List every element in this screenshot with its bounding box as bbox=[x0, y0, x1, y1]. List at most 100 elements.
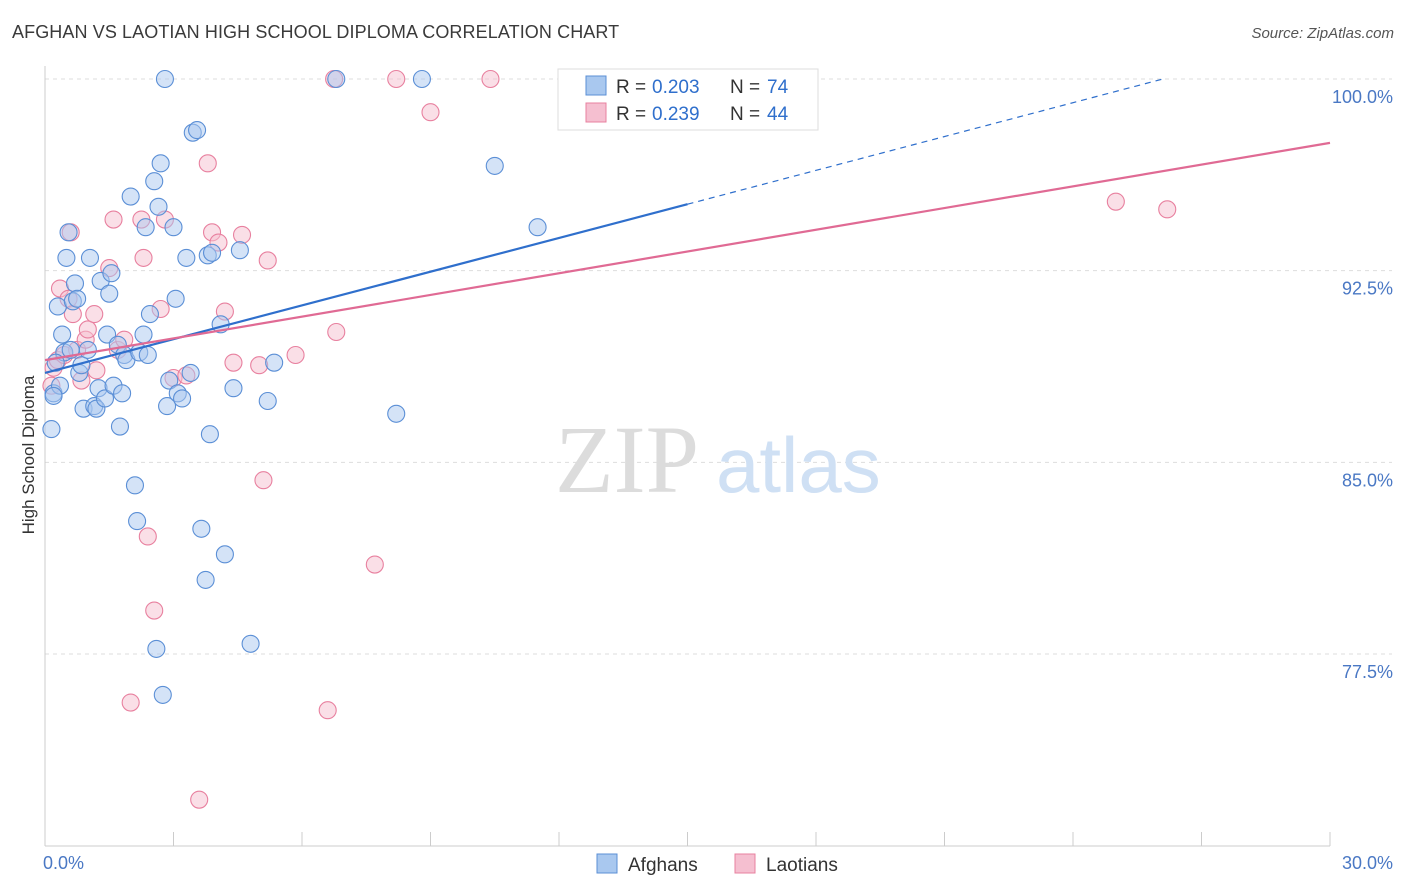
afghans-point-48 bbox=[166, 289, 185, 308]
afghans-point-51 bbox=[177, 248, 196, 267]
afghans-point-46 bbox=[160, 371, 179, 390]
laotians-point-35 bbox=[254, 471, 273, 490]
afghans-point-52 bbox=[181, 363, 200, 382]
afghans-point-11 bbox=[68, 289, 87, 308]
afghans-n-label: N = bbox=[730, 77, 760, 98]
afghans-point-45 bbox=[158, 397, 177, 416]
afghans-point-6 bbox=[57, 248, 76, 267]
afghans-point-47 bbox=[164, 218, 183, 237]
laotians-n-value: 44 bbox=[767, 104, 789, 125]
laotians-point-42 bbox=[387, 69, 406, 89]
laotians-point-28 bbox=[198, 154, 217, 173]
afghans-point-36 bbox=[136, 218, 155, 237]
afghans-trend-line bbox=[44, 203, 688, 374]
afghans-point-41 bbox=[149, 197, 168, 216]
y-tick-label-0: 100.0% bbox=[1332, 87, 1393, 107]
afghans-trend-extension bbox=[687, 78, 1164, 205]
laotians-trend-line bbox=[44, 141, 1331, 362]
afghans-point-35 bbox=[134, 325, 153, 344]
afghans-point-15 bbox=[78, 340, 97, 359]
afghans-r-value: 0.203 bbox=[652, 77, 700, 98]
afghans-point-16 bbox=[80, 248, 100, 267]
y-tick-label-1: 92.5% bbox=[1342, 279, 1393, 299]
laotians-point-39 bbox=[327, 322, 346, 342]
legend-laotians: Laotians bbox=[766, 855, 838, 876]
afghans-point-55 bbox=[192, 519, 211, 538]
afghans-point-4 bbox=[53, 325, 72, 344]
laotians-point-45 bbox=[1106, 192, 1125, 211]
afghans-point-31 bbox=[121, 187, 140, 206]
afghans-point-64 bbox=[241, 634, 260, 653]
x-tick-label-1: 30.0% bbox=[1342, 853, 1393, 873]
laotians-point-44 bbox=[481, 69, 500, 89]
laotians-point-36 bbox=[258, 251, 277, 270]
legend-afghans: Afghans bbox=[628, 855, 698, 876]
laotians-point-18 bbox=[121, 693, 140, 712]
afghans-point-27 bbox=[110, 417, 130, 436]
laotians-point-32 bbox=[224, 353, 243, 372]
afghans-point-65 bbox=[258, 391, 277, 411]
laotians-point-27 bbox=[190, 790, 209, 809]
afghans-r-label: R = bbox=[616, 77, 646, 98]
afghans-point-44 bbox=[155, 69, 174, 89]
chart-title: AFGHAN VS LAOTIAN HIGH SCHOOL DIPLOMA CO… bbox=[12, 22, 620, 42]
afghans-point-61 bbox=[215, 545, 234, 564]
afghans-point-40 bbox=[147, 639, 166, 658]
laotians-point-46 bbox=[1158, 200, 1177, 219]
afghans-point-39 bbox=[145, 172, 164, 191]
laotians-point-22 bbox=[145, 601, 164, 620]
afghans-point-7 bbox=[59, 223, 78, 242]
afghans-point-33 bbox=[128, 512, 147, 531]
source-label: Source: ZipAtlas.com bbox=[1251, 25, 1394, 42]
laotians-point-20 bbox=[134, 248, 153, 267]
afghans-point-28 bbox=[113, 384, 132, 403]
afghans-point-37 bbox=[138, 345, 157, 365]
watermark-zip: ZIP bbox=[555, 406, 699, 513]
afghans-point-32 bbox=[125, 476, 144, 495]
afghans-point-69 bbox=[412, 69, 431, 89]
afghans-point-59 bbox=[203, 243, 222, 262]
gridlines bbox=[45, 78, 1392, 655]
afghans-point-56 bbox=[196, 570, 215, 589]
afghans-point-71 bbox=[528, 218, 547, 237]
laotians-point-37 bbox=[286, 345, 305, 365]
afghans-point-0 bbox=[42, 420, 61, 439]
laotians-point-38 bbox=[318, 701, 337, 720]
y-axis-title: High School Diploma bbox=[19, 375, 38, 534]
afghans-legend-swatch bbox=[585, 75, 607, 96]
laotians-point-33 bbox=[232, 225, 252, 244]
afghans-point-54 bbox=[188, 121, 207, 140]
laotians-point-11 bbox=[78, 320, 97, 339]
laotians-point-41 bbox=[365, 555, 384, 574]
afghans-point-62 bbox=[224, 379, 243, 398]
afghans-point-38 bbox=[140, 305, 159, 324]
afghans-point-66 bbox=[265, 353, 284, 372]
laotians-point-34 bbox=[250, 356, 269, 375]
laotians-point-21 bbox=[138, 527, 157, 546]
laotians-point-15 bbox=[104, 210, 123, 229]
afghans-point-72 bbox=[44, 386, 63, 405]
series-legend: Afghans Laotians bbox=[596, 853, 838, 876]
afghans-point-21 bbox=[95, 389, 115, 408]
laotians-bottom-swatch bbox=[734, 853, 756, 874]
afghans-point-23 bbox=[100, 284, 119, 303]
watermark-atlas: atlas bbox=[716, 421, 881, 509]
stats-legend: R = 0.203 N = 74 R = 0.239 N = 44 bbox=[557, 68, 819, 131]
x-tick-label-0: 0.0% bbox=[43, 853, 84, 873]
afghans-point-42 bbox=[151, 154, 170, 173]
afghans-point-70 bbox=[485, 156, 504, 175]
afghans-point-63 bbox=[230, 241, 249, 260]
afghans-point-43 bbox=[153, 685, 172, 704]
y-tick-label-2: 85.0% bbox=[1342, 470, 1393, 490]
afghans-points bbox=[42, 69, 547, 704]
afghans-point-10 bbox=[65, 274, 85, 293]
laotians-n-label: N = bbox=[730, 104, 760, 125]
axes bbox=[44, 66, 1331, 847]
laotians-r-label: R = bbox=[616, 104, 646, 125]
afghans-n-value: 74 bbox=[767, 77, 789, 98]
tick-labels: 100.0% 92.5% 85.0% 77.5% 0.0% 30.0% bbox=[43, 87, 1393, 873]
laotians-legend-swatch bbox=[585, 102, 607, 123]
laotians-point-43 bbox=[421, 103, 440, 122]
afghans-point-67 bbox=[327, 69, 346, 89]
